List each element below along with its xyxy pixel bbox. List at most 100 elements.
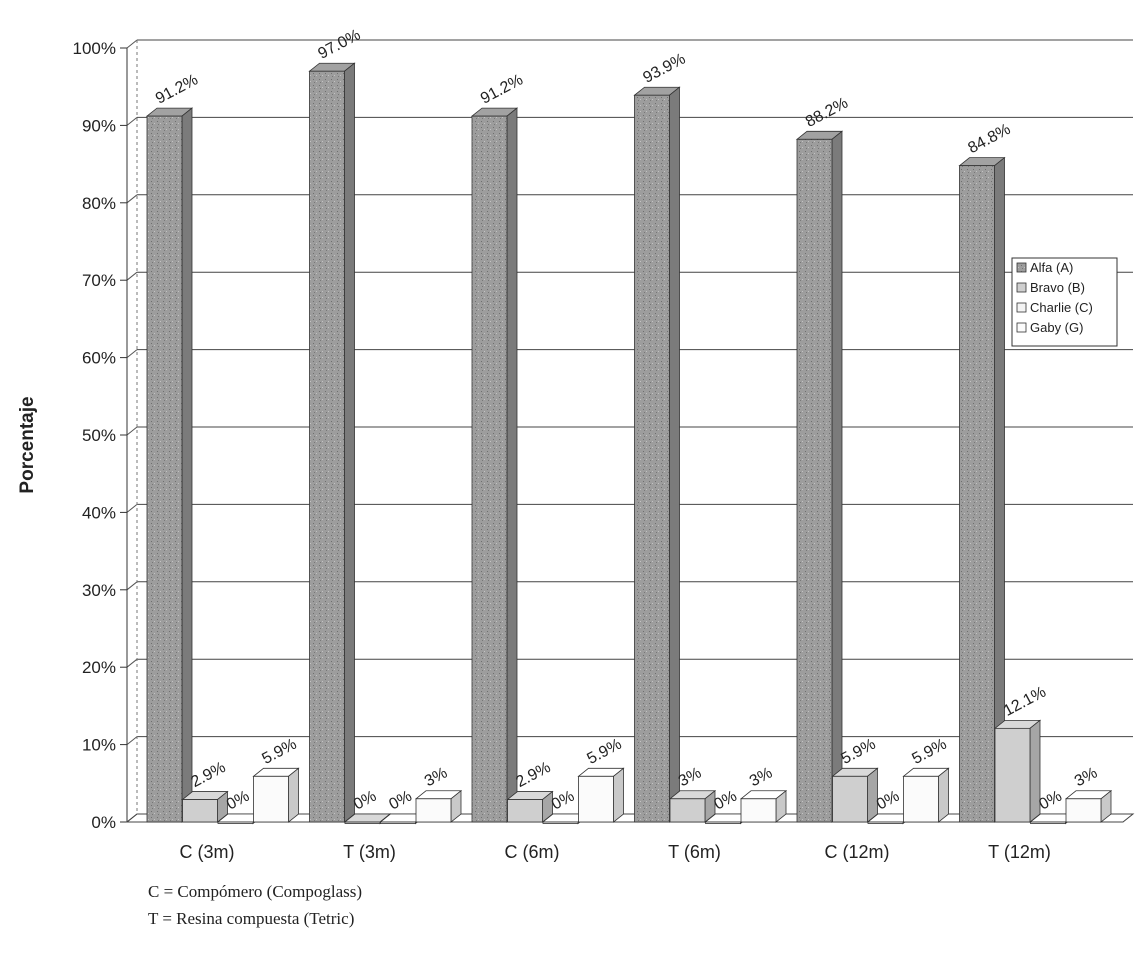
- bar-side: [613, 767, 624, 823]
- bar-face: [994, 727, 1031, 823]
- data-label: 3%: [747, 764, 775, 790]
- x-axis: C (3m) T (3m) C (6m) T (6m) C (12m) T (12m): [180, 842, 1051, 862]
- bar-0-2: [470, 107, 519, 823]
- bar-side: [506, 107, 518, 823]
- y-axis: 0% 10% 20% 30% 40% 50% 60% 70% 80% 90% 100%: [73, 39, 1135, 832]
- bar-side: [181, 107, 193, 823]
- bar-side: [938, 767, 949, 823]
- y-tick-label: 20%: [82, 658, 116, 677]
- bar-side: [288, 767, 299, 823]
- y-tick-label: 60%: [82, 349, 116, 368]
- bar-3-3: [739, 789, 788, 823]
- category-label: T (6m): [668, 842, 721, 862]
- legend-entry: Charlie (C): [1030, 300, 1093, 315]
- legend-swatch: [1016, 282, 1027, 293]
- bar-side: [669, 86, 680, 823]
- legend-box: [1011, 257, 1118, 347]
- legend: Alfa (A) Bravo (B) Charlie (C) Gaby (G): [1011, 257, 1118, 347]
- bar-face: [578, 775, 614, 823]
- data-label: 0%: [351, 788, 379, 814]
- y-axis-title: Porcentaje: [17, 396, 38, 493]
- data-label: 5.9%: [909, 736, 949, 768]
- data-label: 2.9%: [513, 759, 553, 791]
- bar-0-1: [308, 62, 356, 823]
- gridline-depth: [126, 581, 138, 591]
- y-tick-label: 50%: [82, 426, 116, 445]
- bar-0-4: [795, 130, 844, 823]
- note-resina: T = Resina compuesta (Tetric): [148, 909, 355, 928]
- y-tick-label: 70%: [82, 271, 116, 290]
- data-label: 12.1%: [1001, 684, 1049, 720]
- bar-face: [634, 94, 670, 823]
- bar-1-3: [668, 789, 717, 823]
- data-label: 5.9%: [838, 736, 878, 768]
- data-label: 84.8%: [965, 121, 1013, 157]
- bar-face: [832, 775, 868, 823]
- bar-3-1: [414, 789, 463, 823]
- legend-entry: Alfa (A): [1030, 260, 1073, 275]
- gridline-depth: [126, 39, 138, 49]
- bar-face: [309, 70, 345, 823]
- bar-face: [1030, 821, 1066, 824]
- legend-swatch: [1016, 262, 1027, 273]
- bars: [145, 62, 1113, 825]
- bar-face: [471, 115, 508, 823]
- bar-face: [796, 138, 833, 823]
- data-label: 88.2%: [803, 95, 851, 131]
- bar-face: [1065, 798, 1102, 823]
- bar-face: [380, 821, 416, 824]
- data-label: 91.2%: [478, 71, 526, 107]
- note-compomero: C = Compómero (Compoglass): [148, 882, 363, 901]
- bar-1-2: [506, 790, 554, 823]
- y-tick-label: 0%: [91, 813, 116, 832]
- data-label: 3%: [676, 764, 704, 790]
- data-label: 0%: [549, 788, 577, 814]
- bar-0-3: [633, 86, 681, 823]
- y-tick-label: 40%: [82, 503, 116, 522]
- data-label: 97.0%: [315, 26, 363, 62]
- gridline-depth: [126, 271, 138, 281]
- bar-face: [344, 821, 381, 824]
- bar-face: [669, 798, 706, 823]
- bar-1-0: [181, 790, 229, 823]
- legend-entry: Bravo (B): [1030, 280, 1085, 295]
- floor: [125, 813, 1135, 823]
- data-label: 0%: [1036, 788, 1064, 814]
- data-label: 3%: [1072, 764, 1100, 790]
- y-tick-label: 30%: [82, 581, 116, 600]
- bar-side: [1029, 719, 1041, 823]
- y-tick-label: 90%: [82, 116, 116, 135]
- gridline-depth: [126, 426, 138, 436]
- bar-3-2: [577, 767, 625, 823]
- data-label: 0%: [874, 788, 902, 814]
- data-label: 0%: [224, 788, 252, 814]
- legend-entry: Gaby (G): [1030, 320, 1083, 335]
- bar-1-4: [831, 767, 879, 823]
- y-tick-label: 80%: [82, 194, 116, 213]
- data-labels: 91.2%2.9%0%5.9%97.0%0% 0%3%91.2%2.9%0%5.9…: [153, 26, 1100, 813]
- bar-face: [903, 775, 939, 823]
- legend-swatch: [1016, 302, 1027, 313]
- data-label: 0%: [711, 788, 739, 814]
- bar-side: [831, 130, 843, 823]
- bar-face: [415, 798, 452, 823]
- bar-3-5: [1064, 789, 1113, 823]
- bar-side: [867, 767, 878, 823]
- gridline-depth: [126, 736, 138, 745]
- category-label: C (3m): [180, 842, 235, 862]
- legend-swatch: [1016, 322, 1027, 333]
- bar-3-4: [902, 767, 950, 823]
- category-label: T (12m): [988, 842, 1051, 862]
- bar-1-5: [993, 719, 1042, 823]
- data-label: 91.2%: [153, 71, 201, 107]
- data-label: 5.9%: [259, 736, 299, 768]
- category-label: C (6m): [505, 842, 560, 862]
- bar-face: [705, 821, 741, 824]
- bar-face: [867, 821, 904, 824]
- gridline-depth: [126, 194, 138, 204]
- gridline-depth: [126, 658, 138, 668]
- bar-0-0: [145, 107, 194, 823]
- bar-face: [542, 821, 579, 824]
- y-tick-label: 100%: [73, 39, 116, 58]
- data-label: 2.9%: [188, 759, 228, 791]
